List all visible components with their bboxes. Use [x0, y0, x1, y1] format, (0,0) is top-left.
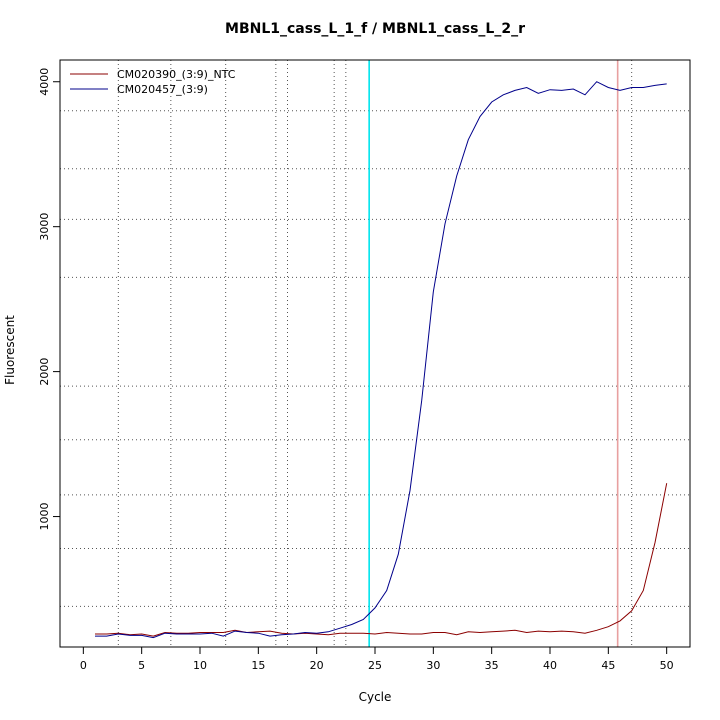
series-line-1 — [95, 81, 667, 639]
x-tick-label-6: 30 — [426, 659, 440, 672]
gridlines — [60, 60, 690, 647]
x-tick-label-5: 25 — [368, 659, 382, 672]
x-tick-label-2: 10 — [193, 659, 207, 672]
y-tick-label-0: 1000 — [38, 503, 51, 531]
legend: CM020390_(3:9)_NTC CM020457_(3:9) — [70, 68, 236, 96]
x-tick-label-10: 50 — [660, 659, 674, 672]
chart-title: MBNL1_cass_L_1_f / MBNL1_cass_L_2_r — [225, 21, 525, 37]
legend-label-1: CM020457_(3:9) — [117, 83, 208, 96]
x-tick-label-7: 35 — [485, 659, 499, 672]
legend-label-0: CM020390_(3:9)_NTC — [117, 68, 236, 81]
y-tick-label-1: 2000 — [38, 358, 51, 386]
y-axis: 1000 2000 3000 4000 — [38, 68, 61, 531]
threshold-lines — [368, 60, 619, 647]
x-tick-label-9: 45 — [601, 659, 615, 672]
x-tick-label-4: 20 — [310, 659, 324, 672]
x-tick-label-0: 0 — [80, 659, 87, 672]
y-axis-label: Fluorescent — [3, 315, 17, 385]
x-tick-label-1: 5 — [138, 659, 145, 672]
x-axis: 0 5 10 15 20 25 30 35 40 45 50 — [80, 646, 674, 672]
series-lines — [95, 81, 668, 639]
x-axis-label: Cycle — [359, 690, 392, 704]
x-tick-label-3: 15 — [251, 659, 265, 672]
series-line-0 — [95, 483, 668, 637]
y-tick-label-3: 4000 — [38, 68, 51, 96]
y-tick-label-2: 3000 — [38, 213, 51, 241]
x-tick-label-8: 40 — [543, 659, 557, 672]
